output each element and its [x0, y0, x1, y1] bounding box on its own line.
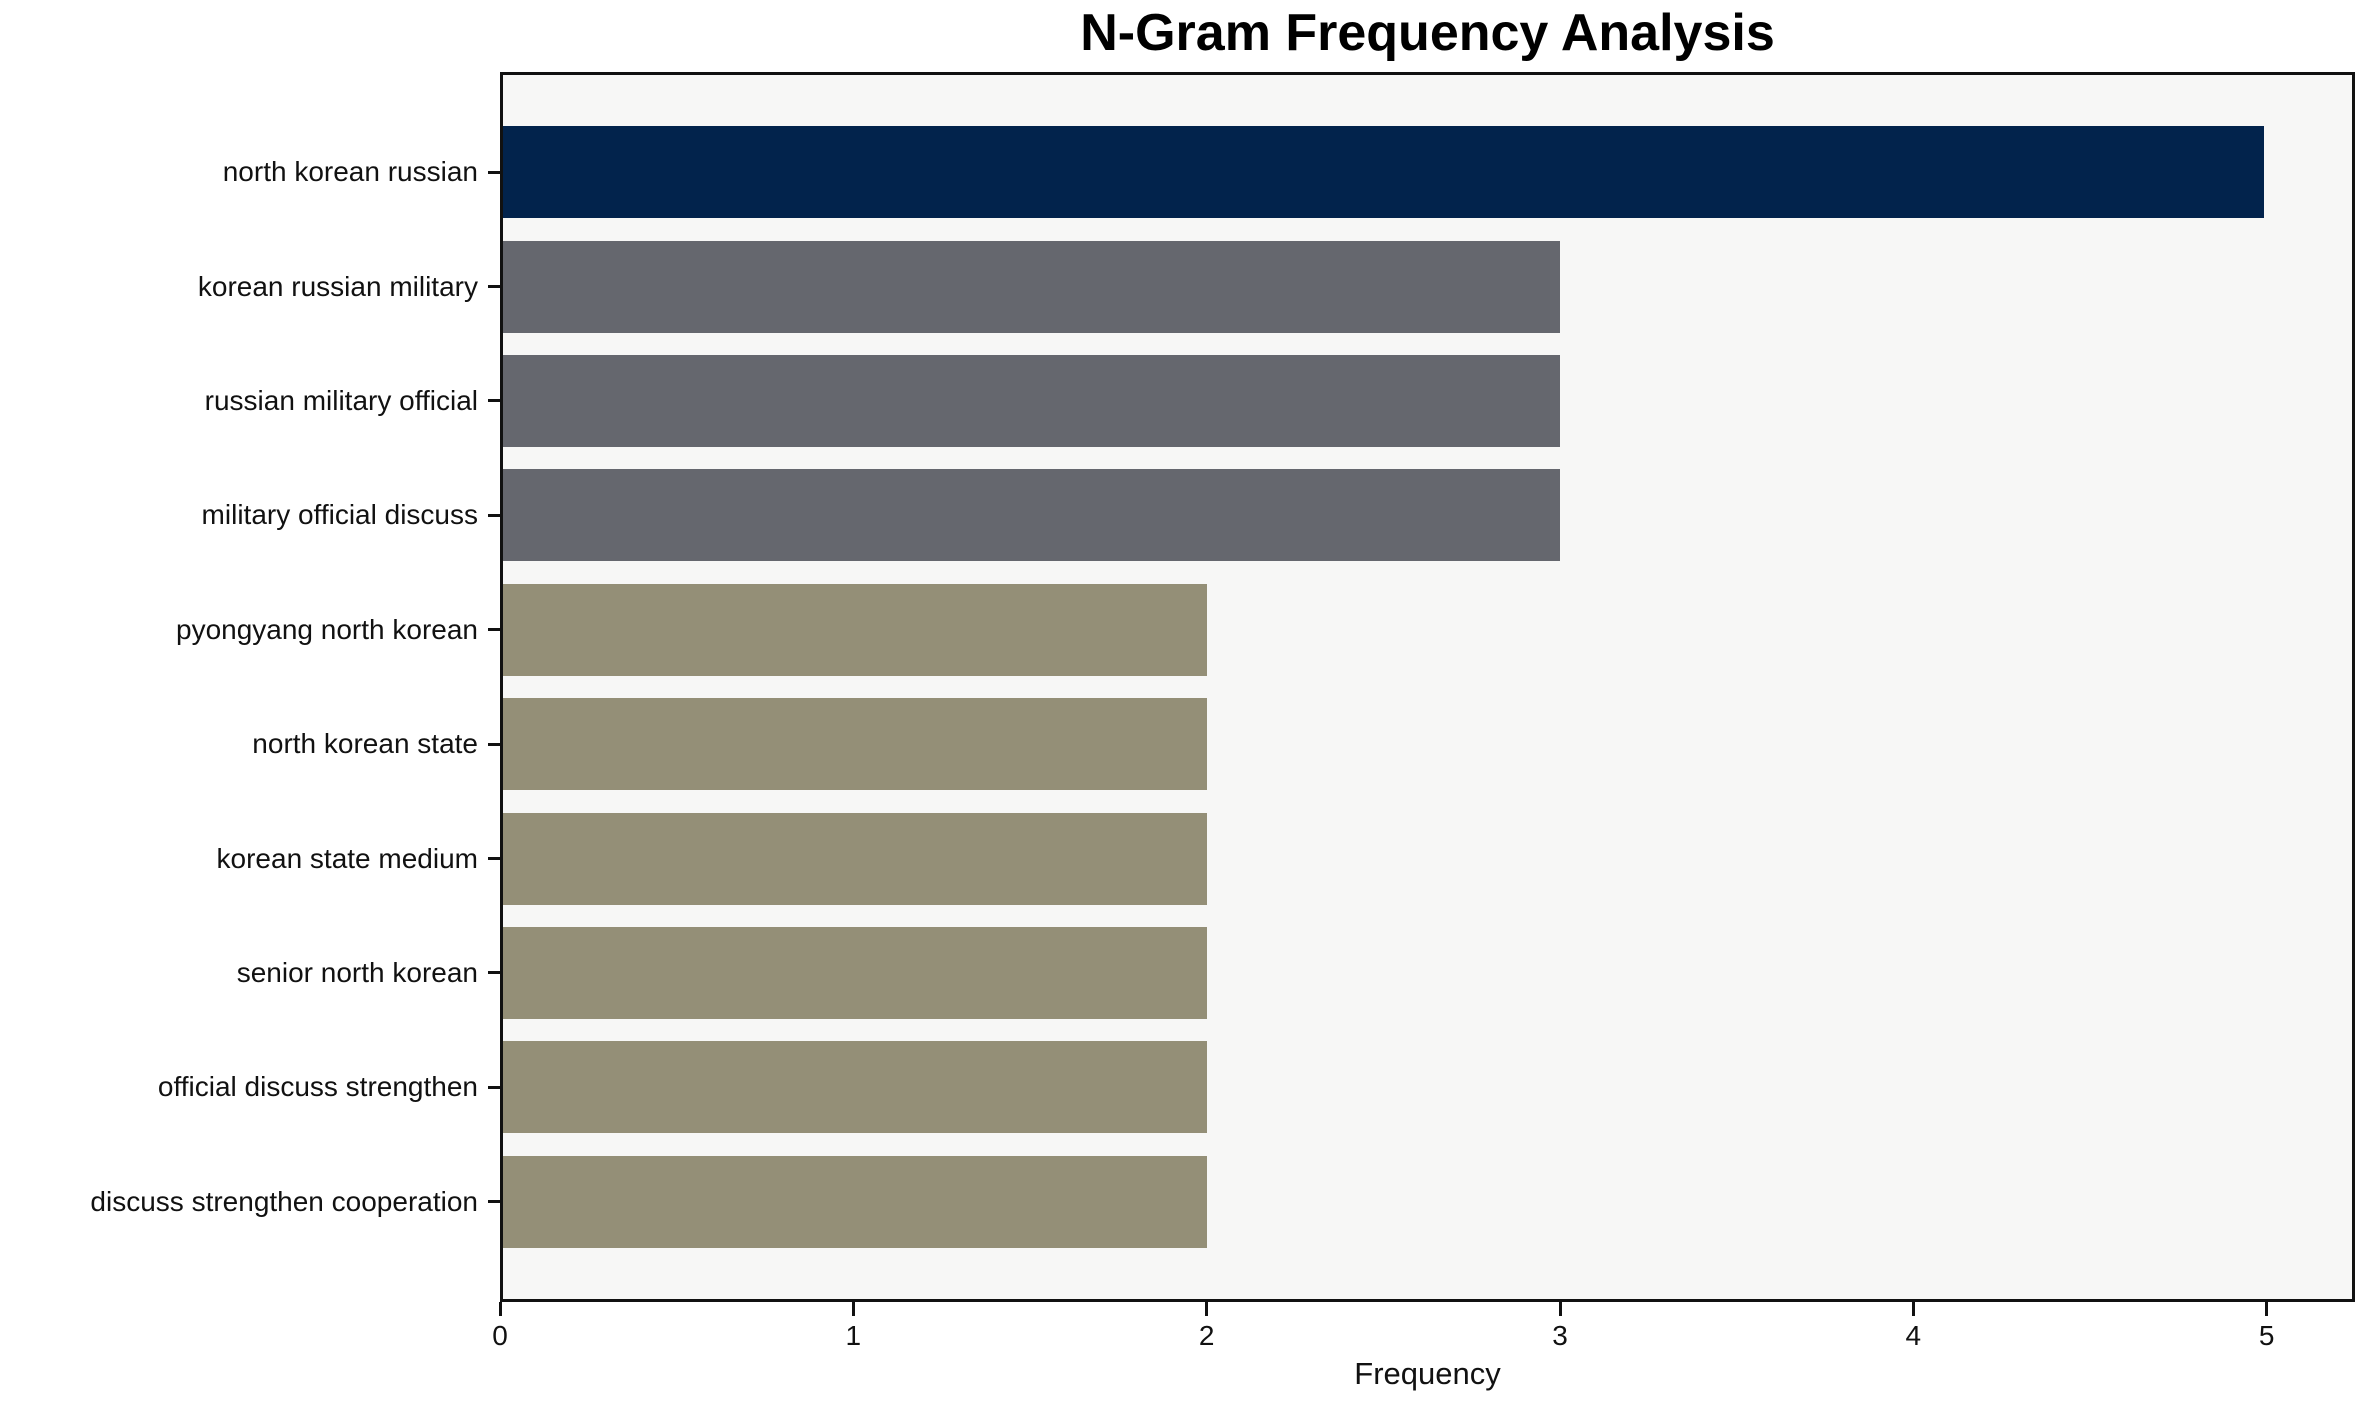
y-tick-label: pyongyang north korean — [0, 573, 500, 687]
y-tick-label: discuss strengthen cooperation — [0, 1145, 500, 1259]
bar-2 — [503, 354, 1560, 447]
bar-0 — [503, 126, 2264, 219]
y-tick-label: military official discuss — [0, 458, 500, 572]
y-tick-label: senior north korean — [0, 916, 500, 1030]
bar-row — [503, 458, 2352, 572]
x-axis-ticks: 0 1 2 3 4 5 — [492, 1302, 2355, 1366]
y-tick-mark — [488, 971, 500, 975]
bar-row — [503, 1145, 2352, 1259]
y-tick-label: north korean state — [0, 687, 500, 801]
bars-container — [503, 75, 2352, 1299]
bar-row — [503, 229, 2352, 343]
bar-row — [503, 344, 2352, 458]
bar-row — [503, 573, 2352, 687]
y-tick-mark — [488, 1200, 500, 1204]
y-tick-mark — [488, 1085, 500, 1089]
y-tick-mark — [488, 628, 500, 632]
y-tick-label-text: pyongyang north korean — [176, 613, 478, 645]
x-tick-mark — [498, 1302, 502, 1316]
x-tick-label: 4 — [1905, 1320, 1922, 1351]
y-tick-label: russian military official — [0, 344, 500, 458]
bar-4 — [503, 583, 1208, 676]
x-tick-label: 2 — [1198, 1320, 1215, 1351]
bar-1 — [503, 240, 1560, 333]
y-axis-labels: north korean russian korean russian milit… — [0, 115, 500, 1259]
plot-area — [500, 72, 2355, 1302]
x-tick-label: 0 — [492, 1320, 508, 1351]
y-tick-mark — [488, 513, 500, 517]
y-tick-label-text: korean russian military — [197, 270, 478, 302]
bar-6 — [503, 812, 1208, 905]
y-tick-mark — [488, 857, 500, 861]
bar-row — [503, 115, 2352, 229]
x-tick-mark — [1205, 1302, 1209, 1316]
x-tick-mark — [851, 1302, 855, 1316]
y-tick-label-text: military official discuss — [201, 499, 478, 531]
bar-5 — [503, 698, 1208, 791]
x-tick-mark — [2265, 1302, 2269, 1316]
y-tick-label-text: north korean russian — [222, 156, 478, 188]
y-tick-label: korean state medium — [0, 801, 500, 915]
y-tick-mark — [488, 742, 500, 746]
y-tick-label: north korean russian — [0, 115, 500, 229]
bar-row — [503, 916, 2352, 1030]
y-tick-label-text: official discuss strengthen — [157, 1071, 478, 1103]
y-tick-label-text: korean state medium — [216, 842, 478, 874]
bar-row — [503, 801, 2352, 915]
y-tick-label-text: senior north korean — [236, 956, 478, 988]
y-tick-label-text: north korean state — [252, 728, 478, 760]
x-axis-label: Frequency — [1354, 1356, 1501, 1391]
x-tick-mark — [1558, 1302, 1562, 1316]
y-tick-mark — [488, 170, 500, 174]
bar-8 — [503, 1041, 1208, 1134]
chart-title: N-Gram Frequency Analysis — [1080, 4, 1775, 62]
bar-9 — [503, 1155, 1208, 1248]
x-tick-mark — [1911, 1302, 1915, 1316]
x-tick-label: 5 — [2258, 1320, 2275, 1351]
x-tick-label: 3 — [1552, 1320, 1568, 1351]
y-tick-label: korean russian military — [0, 229, 500, 343]
bar-3 — [503, 469, 1560, 562]
bar-row — [503, 687, 2352, 801]
y-tick-label: official discuss strengthen — [0, 1030, 500, 1144]
y-tick-mark — [488, 399, 500, 403]
y-tick-mark — [488, 285, 500, 289]
y-tick-label-text: discuss strengthen cooperation — [90, 1185, 478, 1217]
bar-row — [503, 1030, 2352, 1144]
bar-7 — [503, 926, 1208, 1019]
y-tick-label-text: russian military official — [204, 384, 478, 416]
x-tick-label: 1 — [845, 1320, 862, 1351]
